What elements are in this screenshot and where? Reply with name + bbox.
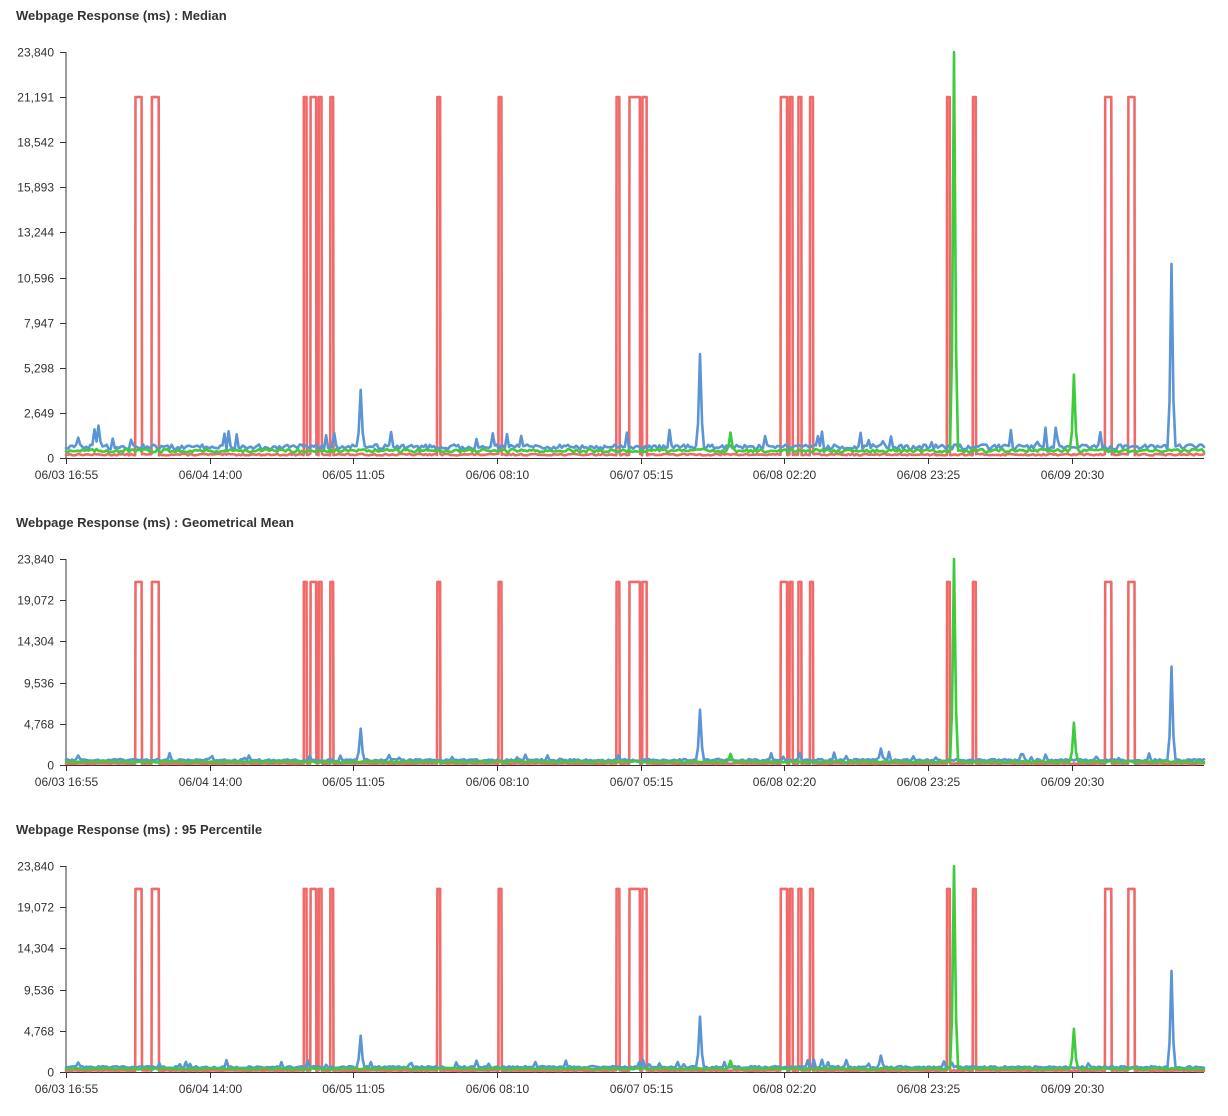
x-tick-label: 06/03 16:55 xyxy=(35,775,99,789)
y-tick-label: 10,596 xyxy=(17,272,54,286)
x-tick-label: 06/07 05:15 xyxy=(610,775,674,789)
x-tick-label: 06/08 23:25 xyxy=(897,1082,961,1096)
y-tick-label: 0 xyxy=(47,759,54,773)
red-series-line xyxy=(64,887,1206,1073)
y-tick-label: 9,536 xyxy=(24,984,54,998)
x-tick-label: 06/08 02:20 xyxy=(753,468,817,482)
x-tick-label: 06/05 11:05 xyxy=(322,468,385,482)
x-tick-label: 06/03 16:55 xyxy=(35,1082,99,1096)
y-tick-label: 18,542 xyxy=(17,136,54,150)
y-tick-label: 14,304 xyxy=(17,635,54,649)
chart-panel-geometrical-mean: Webpage Response (ms) : Geometrical Mean… xyxy=(0,515,1228,800)
median-chart: 0 2,649 5,298 7,947 10,596 13,244 15,893 18,542… xyxy=(17,46,1206,482)
chart-title: Webpage Response (ms) : Median xyxy=(16,8,227,23)
y-tick-label: 21,191 xyxy=(17,91,54,105)
x-tick-label: 06/08 23:25 xyxy=(897,775,961,789)
y-tick-label: 13,244 xyxy=(17,226,54,240)
chart-panel-95-percentile: Webpage Response (ms) : 95 Percentile 0 4… xyxy=(0,822,1228,1107)
green-series-line xyxy=(64,864,1206,1071)
x-tick-label: 06/04 14:00 xyxy=(179,468,243,482)
y-tick-label: 4,768 xyxy=(24,718,54,732)
y-tick-label: 0 xyxy=(47,452,54,466)
x-tick-label: 06/04 14:00 xyxy=(179,1082,243,1096)
y-tick-label: 4,768 xyxy=(24,1025,54,1039)
x-tick-label: 06/08 23:25 xyxy=(897,468,961,482)
geometrical-mean-chart: 0 4,768 9,536 14,304 19,072 23,840 06/03 16:55… xyxy=(17,553,1206,789)
x-tick-label: 06/05 11:05 xyxy=(322,775,385,789)
red-series-line xyxy=(64,95,1206,457)
blue-series-line xyxy=(64,262,1206,451)
y-tick-label: 19,072 xyxy=(17,594,54,608)
y-tick-label: 5,298 xyxy=(24,362,54,376)
y-tick-label: 9,536 xyxy=(24,677,54,691)
blue-series-line xyxy=(64,969,1206,1070)
x-tick-label: 06/07 05:15 xyxy=(610,468,674,482)
x-tick-label: 06/05 11:05 xyxy=(322,1082,385,1096)
x-tick-label: 06/06 08:10 xyxy=(466,468,530,482)
y-tick-label: 23,840 xyxy=(17,46,54,60)
chart-title: Webpage Response (ms) : Geometrical Mean xyxy=(16,515,294,530)
blue-series-line xyxy=(64,665,1206,763)
x-tick-label: 06/09 20:30 xyxy=(1041,775,1105,789)
green-series-line xyxy=(64,50,1206,454)
x-tick-label: 06/06 08:10 xyxy=(466,775,530,789)
y-tick-label: 23,840 xyxy=(17,553,54,567)
y-tick-label: 15,893 xyxy=(17,181,54,195)
x-tick-label: 06/09 20:30 xyxy=(1041,468,1105,482)
chart-panel-median: Webpage Response (ms) : Median 0 2,649 5,2… xyxy=(0,8,1228,500)
green-series-line xyxy=(64,557,1206,764)
x-tick-label: 06/07 05:15 xyxy=(610,1082,674,1096)
x-tick-label: 06/06 08:10 xyxy=(466,1082,530,1096)
red-series-line xyxy=(64,580,1206,766)
x-tick-label: 06/04 14:00 xyxy=(179,775,243,789)
y-tick-label: 2,649 xyxy=(24,407,54,421)
x-tick-label: 06/08 02:20 xyxy=(753,1082,817,1096)
y-tick-label: 23,840 xyxy=(17,860,54,874)
y-tick-label: 19,072 xyxy=(17,901,54,915)
x-tick-label: 06/08 02:20 xyxy=(753,775,817,789)
y-tick-label: 14,304 xyxy=(17,942,54,956)
y-tick-label: 0 xyxy=(47,1066,54,1080)
95-percentile-chart: 0 4,768 9,536 14,304 19,072 23,840 06/03 16:55… xyxy=(17,860,1206,1096)
x-tick-label: 06/09 20:30 xyxy=(1041,1082,1105,1096)
y-tick-label: 7,947 xyxy=(24,317,54,331)
x-tick-label: 06/03 16:55 xyxy=(35,468,99,482)
chart-title: Webpage Response (ms) : 95 Percentile xyxy=(16,822,263,837)
